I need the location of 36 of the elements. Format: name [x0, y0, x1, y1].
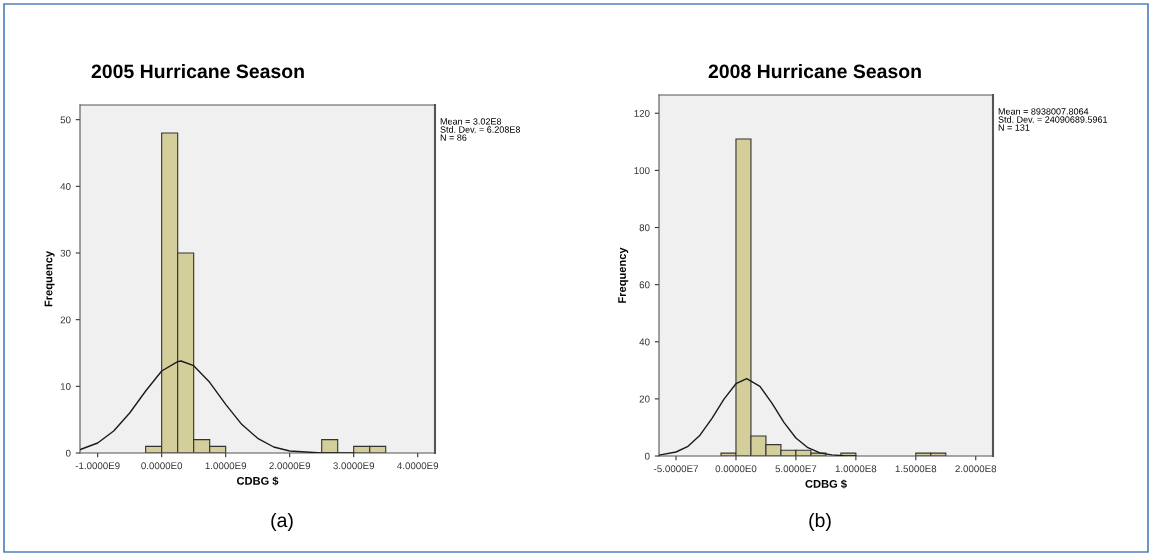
y-tick-label: 0	[65, 449, 71, 457]
x-tick-label: 1.0000E9	[205, 462, 247, 470]
x-tick-label: 4.0000E9	[397, 462, 439, 470]
text: Mean = 8938007.8064 Std. Dev. = 24090689.5961 N = 131	[998, 108, 1108, 131]
x-tick-label: -5.0000E7	[654, 465, 698, 473]
y-tick-label: 100	[634, 167, 650, 175]
y-tick-label: 30	[60, 249, 71, 257]
chart-title: 2008 Hurricane Season	[708, 63, 921, 79]
x-tick-label: 1.0000E8	[835, 465, 877, 473]
x-tick-label: 2.0000E8	[955, 465, 997, 473]
x-tick-label: 0.0000E0	[141, 462, 183, 470]
x-tick-label: -1.0000E9	[75, 462, 120, 470]
y-tick-label: 20	[60, 316, 71, 324]
y-axis-title: Frequency	[44, 250, 55, 307]
line-series	[659, 377, 857, 456]
x-tick-label: 2.0000E9	[269, 462, 311, 470]
y-tick-label: 40	[60, 183, 71, 190]
x-axis-title: CDBG $	[236, 476, 279, 486]
y-axis-title: Frequency	[618, 247, 629, 303]
y-tick-label: 50	[60, 116, 71, 124]
y-tick-label: 60	[639, 281, 650, 289]
x-tick-label: 1.5000E8	[895, 465, 937, 473]
y-tick-label: 80	[639, 224, 650, 232]
text: (b)	[809, 512, 831, 532]
x-tick-label: 5.0000E7	[775, 465, 817, 473]
x-tick-label: 3.0000E9	[333, 462, 375, 470]
text: (a)	[271, 512, 293, 532]
y-tick-label: 0	[644, 452, 650, 460]
x-tick-label: 0.0000E0	[715, 465, 757, 473]
y-tick-label: 20	[639, 395, 650, 403]
text: Mean = 3.02E8 Std. Dev. = 6.208E8 N = 86	[440, 118, 520, 141]
y-tick-label: 40	[639, 338, 650, 346]
x-axis-title: CDBG $	[805, 479, 847, 489]
y-tick-label: 120	[634, 110, 650, 117]
chart-title: 2005 Hurricane Season	[91, 63, 304, 79]
y-tick-label: 10	[60, 383, 71, 390]
